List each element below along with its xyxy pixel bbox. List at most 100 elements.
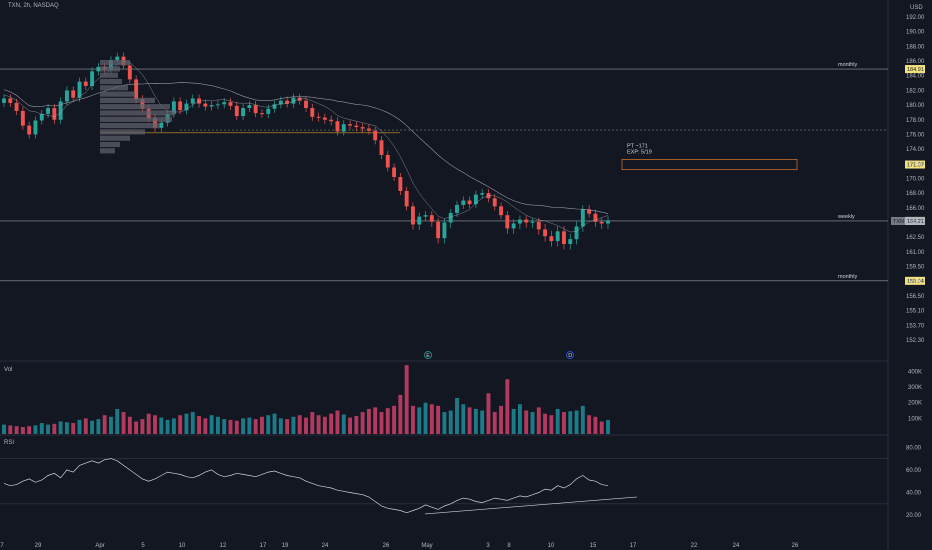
- volume-bar: [606, 419, 610, 434]
- y-tick-label: 158.00: [906, 279, 925, 285]
- volume-bar: [2, 424, 6, 434]
- volume-profile-bar: [100, 91, 135, 97]
- price-axis: 192.00 190.00 188.00 186.00 184.00 182.00 180.…: [906, 5, 925, 519]
- volume-profile-bar: [100, 66, 120, 72]
- level-label: monthly: [838, 274, 858, 280]
- x-tick-label: 26: [383, 543, 390, 549]
- candle-body: [360, 127, 365, 129]
- candle-body: [587, 209, 592, 214]
- volume-pane-label: Vol: [4, 367, 13, 373]
- volume-bar: [278, 418, 283, 434]
- y-tick-label: 184.00: [906, 74, 925, 80]
- volume-bar: [297, 415, 302, 434]
- candle-body: [266, 108, 271, 114]
- candle-body: [562, 231, 566, 245]
- y-tick-label: 190.00: [906, 30, 925, 36]
- x-tick-label: 24: [322, 543, 329, 549]
- y-tick-label: 174.00: [906, 147, 925, 153]
- candle-body: [134, 79, 139, 100]
- x-tick-label: May: [421, 543, 432, 549]
- candle-body: [285, 100, 290, 104]
- candle-body: [379, 140, 384, 155]
- volume-bar: [429, 404, 434, 434]
- volume-bar: [27, 426, 32, 434]
- candle-body: [39, 113, 44, 121]
- candle-body: [278, 100, 283, 105]
- volume-profile-bar: [100, 97, 155, 103]
- chart-grid: [0, 0, 889, 550]
- volume-bar: [423, 402, 428, 434]
- y-tick-label: 172.00: [906, 162, 925, 168]
- level-price-tag: [905, 276, 925, 285]
- volume-bar: [178, 415, 183, 434]
- x-tick-label: Apr: [95, 543, 104, 549]
- volume-bar: [511, 408, 516, 434]
- volume-bar: [285, 419, 290, 434]
- volume-bar: [543, 413, 548, 434]
- volume-profile-bar: [100, 123, 160, 129]
- currency-label: USD: [910, 5, 923, 11]
- candle-body: [184, 103, 189, 111]
- y-tick-label: 166.00: [906, 206, 925, 212]
- candle-body: [215, 104, 220, 106]
- candle-body: [247, 105, 252, 109]
- volume-bar: [90, 420, 95, 434]
- time-axis: 7 29 Apr 5 10 12 17 19 24 26 May 3 8 10 15 17 22 24 26: [0, 543, 799, 549]
- volume-bar: [411, 405, 415, 434]
- volume-bar: [215, 416, 220, 434]
- volume-profile-bar: [100, 110, 175, 116]
- target-price-tag-text: 171.07: [907, 163, 924, 169]
- y-tick-label: 168.00: [906, 191, 925, 197]
- volume-profile-bar: [100, 104, 170, 110]
- volume-bar: [322, 416, 327, 434]
- candle-body: [241, 108, 246, 117]
- candle-body: [115, 56, 120, 61]
- rsi-tick-label: 40.00: [906, 490, 922, 496]
- volume-bar: [385, 408, 390, 434]
- candle-body: [71, 90, 76, 98]
- volume-bar: [260, 416, 264, 434]
- volume-bar: [71, 423, 76, 434]
- volume-bar: [329, 413, 334, 434]
- y-tick-label: 152.30: [906, 338, 925, 344]
- event-marker: [566, 351, 574, 359]
- volume-bar: [102, 415, 107, 434]
- volume-profile-bar: [100, 85, 128, 91]
- volume-bar: [228, 419, 233, 434]
- rsi-series: [0, 458, 888, 515]
- x-tick-label: 10: [548, 543, 555, 549]
- volume-bar: [492, 412, 497, 434]
- volume-bar: [234, 420, 239, 434]
- volume-bar: [562, 412, 566, 434]
- volume-bar: [39, 423, 44, 434]
- volume-bar: [455, 398, 459, 434]
- candle-body: [530, 221, 535, 223]
- candle-body: [436, 221, 441, 239]
- candle-body: [77, 81, 82, 98]
- volume-bar: [517, 404, 522, 434]
- volume-bar: [222, 419, 227, 434]
- volume-bar: [310, 412, 315, 434]
- volume-bar: [241, 418, 246, 434]
- candle-body: [159, 122, 164, 128]
- x-tick-label: 19: [282, 543, 289, 549]
- volume-bar: [467, 407, 472, 434]
- volume-bar: [165, 419, 170, 434]
- candle-body: [423, 215, 428, 217]
- candle-body: [171, 101, 176, 114]
- level-price-tag-text: 184.91: [907, 67, 924, 73]
- moving-average-line: [3, 82, 609, 214]
- y-tick-label: 178.00: [906, 118, 925, 124]
- last-price-tag: [905, 216, 925, 225]
- candle-body: [209, 105, 214, 107]
- volume-profile-bar: [100, 116, 172, 122]
- rsi-pane-label: RSI: [4, 440, 15, 446]
- candle-body: [341, 124, 346, 132]
- candle-body: [398, 177, 403, 191]
- volume-bar: [524, 410, 529, 434]
- candle-body: [473, 194, 478, 205]
- y-tick-label: 186.00: [906, 59, 925, 65]
- candle-body: [524, 219, 529, 223]
